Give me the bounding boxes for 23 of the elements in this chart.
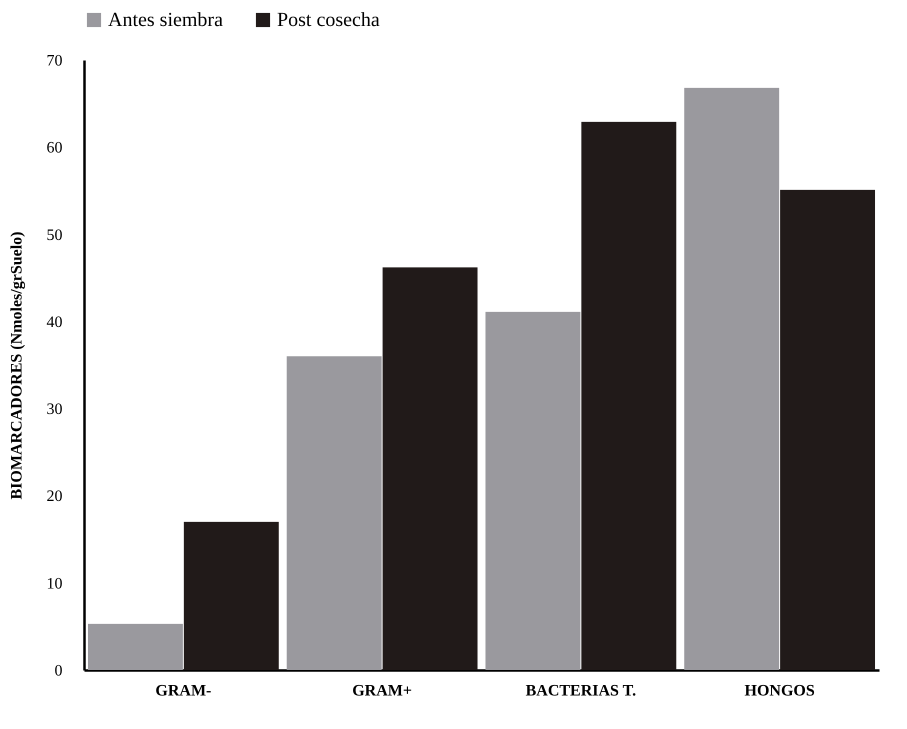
x-tick-label: GRAM+: [352, 682, 412, 700]
bar: [286, 356, 382, 670]
bar: [780, 190, 876, 670]
y-tick-label: 60: [46, 140, 62, 157]
y-tick-label: 40: [46, 314, 62, 331]
bar: [485, 312, 580, 670]
bar: [581, 122, 676, 670]
x-tick-label: BACTERIAS T.: [526, 682, 636, 700]
bar: [684, 88, 780, 670]
y-tick-label: 10: [46, 575, 62, 592]
y-axis-title: BIOMARCADORES (Nmoles/grSuelo): [8, 232, 26, 500]
y-tick-label: 50: [46, 226, 62, 244]
y-tick-label: 70: [46, 52, 62, 70]
y-tick-label: 20: [46, 488, 62, 506]
y-tick-label: 0: [54, 662, 62, 680]
bar: [382, 267, 478, 670]
legend-label: Antes siembra: [108, 9, 224, 31]
bar: [184, 522, 279, 670]
legend-label: Post cosecha: [277, 9, 380, 31]
bar: [88, 624, 183, 670]
x-tick-label: GRAM-: [155, 682, 212, 700]
x-tick-label: HONGOS: [744, 682, 815, 700]
y-tick-label: 30: [46, 401, 62, 418]
